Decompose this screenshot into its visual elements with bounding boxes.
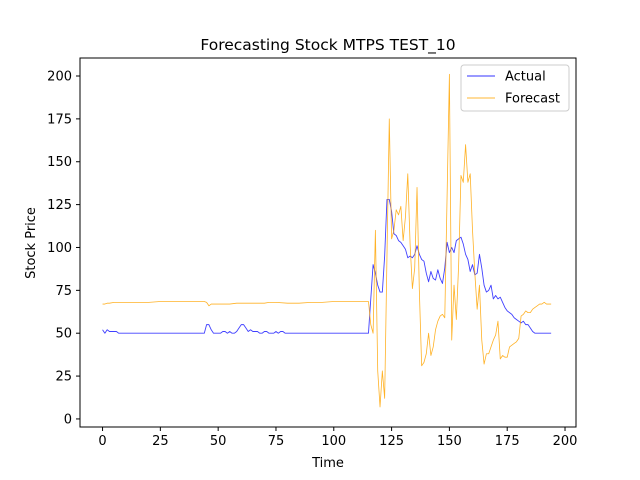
y-tick-label: 25 xyxy=(55,370,72,385)
x-axis-label: Time xyxy=(311,456,344,471)
chart-title: Forecasting Stock MTPS TEST_10 xyxy=(200,36,455,55)
y-tick-label: 75 xyxy=(55,284,72,299)
legend: Actual Forecast xyxy=(460,64,570,112)
x-tick-label: 125 xyxy=(379,434,404,449)
plot-frame xyxy=(79,57,577,428)
x-tick-label: 75 xyxy=(268,434,285,449)
x-tick-label: 100 xyxy=(321,434,346,449)
x-tick-label: 175 xyxy=(495,434,520,449)
y-tick-label: 200 xyxy=(47,70,72,85)
x-tick-label: 50 xyxy=(210,434,227,449)
series-line-forecast xyxy=(102,73,552,408)
series-line-actual xyxy=(102,199,552,334)
axes: 0 25 50 75 100 125 150 175 200 0 25 50 75 100 125 150 17… xyxy=(47,57,578,449)
x-tick-label: 150 xyxy=(437,434,462,449)
plot-lines xyxy=(102,73,552,408)
y-axis-label: Stock Price xyxy=(24,207,39,279)
x-tick-label: 0 xyxy=(98,434,106,449)
y-tick-label: 150 xyxy=(47,155,72,170)
y-tick-label: 175 xyxy=(47,112,72,127)
x-tick-label: 25 xyxy=(152,434,169,449)
y-tick-label: 0 xyxy=(64,412,72,427)
legend-label-forecast: Forecast xyxy=(505,92,560,107)
y-tick-label: 50 xyxy=(55,327,72,342)
x-tick-label: 200 xyxy=(553,434,578,449)
y-tick-label: 100 xyxy=(47,241,72,256)
legend-label-actual: Actual xyxy=(505,70,546,85)
y-tick-label: 125 xyxy=(47,198,72,213)
